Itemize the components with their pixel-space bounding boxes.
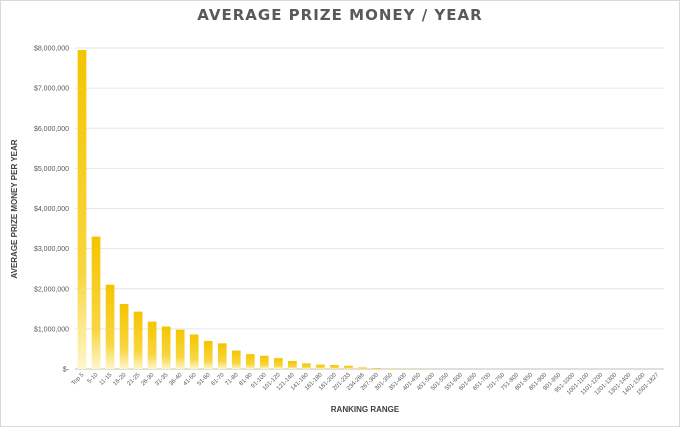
- x-tick-label: 36-40: [168, 372, 184, 388]
- bar: [105, 284, 115, 369]
- bar: [189, 334, 199, 369]
- x-tick-label: Top 5: [71, 372, 86, 387]
- bar: [119, 303, 129, 369]
- x-tick-label: 26-30: [140, 372, 156, 388]
- y-tick-label: $7,000,000: [34, 86, 69, 93]
- y-tick-label: $3,000,000: [34, 246, 69, 253]
- x-tick-label: 21-25: [126, 372, 142, 388]
- bar: [344, 365, 353, 369]
- x-tick-label: 61-70: [211, 372, 227, 388]
- x-tick-label: 41-50: [183, 372, 199, 388]
- bar: [259, 355, 269, 369]
- y-tick-label: $-: [63, 367, 70, 374]
- bar: [245, 354, 255, 369]
- y-tick-label: $2,000,000: [34, 286, 69, 293]
- x-tick-label: 11-15: [99, 372, 114, 387]
- bar: [217, 343, 227, 369]
- bar: [273, 358, 283, 369]
- x-tick-label: 16-20: [112, 372, 128, 388]
- bar: [358, 367, 367, 369]
- bar: [316, 364, 325, 369]
- bar: [77, 50, 87, 369]
- chart-title: AVERAGE PRIZE MONEY / YEAR: [197, 6, 483, 24]
- y-tick-label: $6,000,000: [34, 126, 69, 133]
- x-axis-label: RANKING RANGE: [330, 405, 400, 414]
- y-tick-label: $4,000,000: [34, 206, 69, 213]
- y-tick-label: $1,000,000: [34, 326, 69, 333]
- bar: [288, 360, 297, 369]
- bar: [175, 329, 185, 369]
- bar: [386, 368, 395, 369]
- bar: [133, 311, 143, 369]
- bar: [231, 350, 241, 369]
- bar: [330, 364, 339, 369]
- bar: [302, 363, 311, 369]
- y-tick-label: $5,000,000: [34, 166, 69, 173]
- bar: [203, 340, 213, 369]
- x-tick-label: 71-80: [225, 372, 241, 388]
- y-tick-label: $8,000,000: [34, 46, 69, 53]
- bar: [147, 321, 157, 369]
- bar: [372, 367, 381, 369]
- x-tick-label: 51-60: [197, 372, 213, 388]
- bar: [161, 326, 171, 369]
- x-tick-label: 31-35: [154, 372, 170, 388]
- bar: [91, 236, 101, 369]
